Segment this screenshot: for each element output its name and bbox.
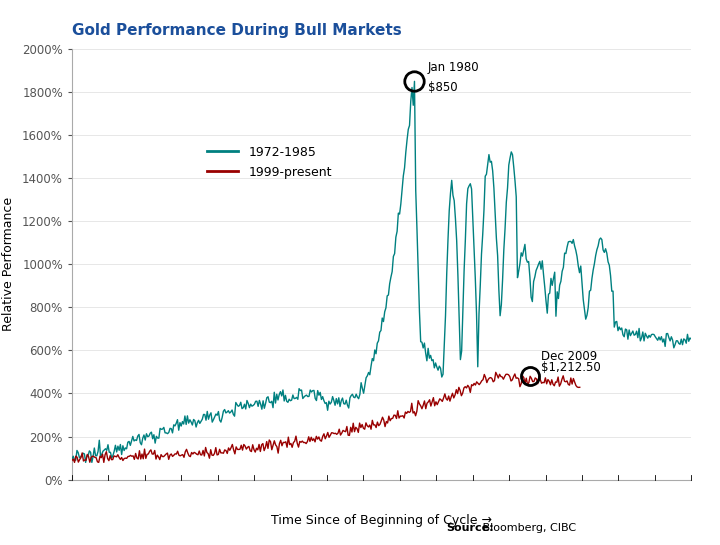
Legend: 1972-1985, 1999-present: 1972-1985, 1999-present [202, 141, 337, 184]
Text: Gold Performance During Bull Markets: Gold Performance During Bull Markets [72, 23, 402, 38]
Y-axis label: Relative Performance: Relative Performance [2, 197, 15, 331]
Text: Jan 1980: Jan 1980 [428, 61, 480, 74]
Text: $850: $850 [428, 81, 458, 94]
Text: Source:: Source: [446, 523, 494, 533]
Text: $1,212.50: $1,212.50 [541, 361, 601, 374]
Text: Bloomberg, CIBC: Bloomberg, CIBC [479, 523, 576, 533]
Text: Dec 2009: Dec 2009 [541, 350, 598, 364]
Text: Time Since of Beginning of Cycle →: Time Since of Beginning of Cycle → [271, 514, 492, 527]
